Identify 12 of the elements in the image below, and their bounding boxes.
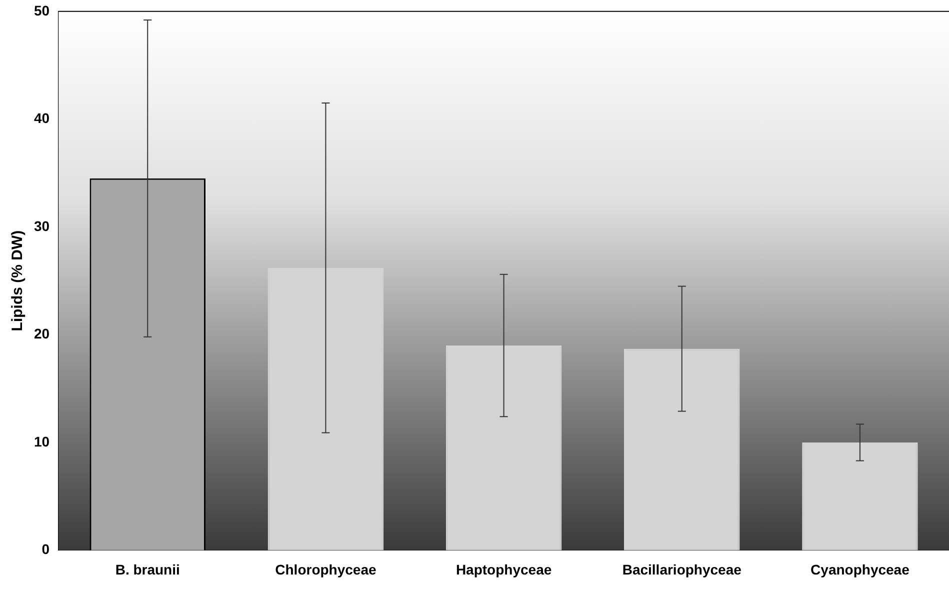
x-tick-label: Haptophyceae <box>456 561 552 578</box>
y-tick-label: 20 <box>34 326 50 342</box>
x-tick-label: Bacillariophyceae <box>622 561 742 578</box>
x-tick-label: B. braunii <box>115 561 180 578</box>
y-axis-title: Lipids (% DW) <box>9 230 26 332</box>
y-tick-label: 50 <box>34 2 50 18</box>
x-tick-label: Chlorophyceae <box>275 561 376 578</box>
y-tick-label: 40 <box>34 110 50 126</box>
y-tick-label: 10 <box>34 433 50 450</box>
y-tick-label: 30 <box>34 218 50 234</box>
y-tick-label: 0 <box>42 541 50 558</box>
x-tick-label: Cyanophyceae <box>810 561 910 578</box>
